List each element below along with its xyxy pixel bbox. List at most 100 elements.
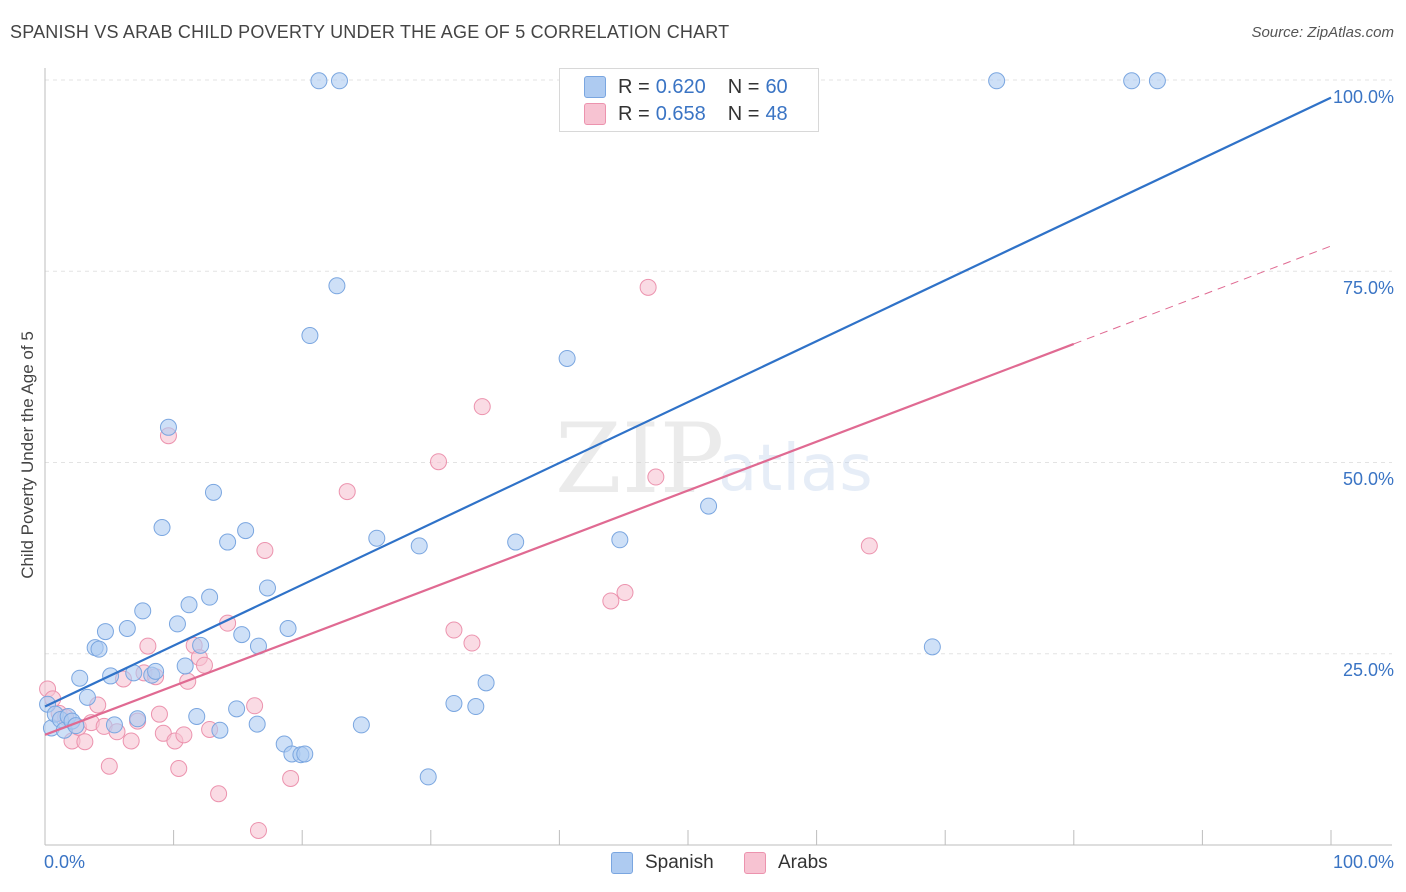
- arabs-points: [39, 278, 878, 839]
- arabs-point: [602, 592, 620, 610]
- legend-r-label: R =: [618, 102, 650, 125]
- spanish-point: [558, 349, 576, 367]
- spanish-point: [352, 716, 370, 734]
- bottom-legend: Spanish Arabs: [0, 852, 1406, 878]
- spanish-point: [923, 638, 941, 656]
- arabs-point: [338, 483, 356, 501]
- spanish-point: [96, 623, 114, 641]
- arabs-point: [210, 785, 228, 803]
- arabs-point: [100, 757, 118, 775]
- arabs-point: [647, 468, 665, 486]
- spanish-point: [410, 537, 428, 555]
- arabs-point: [282, 769, 300, 787]
- legend-row-spanish: R = 0.620 N = 60: [584, 75, 788, 99]
- arabs-point: [860, 537, 878, 555]
- arabs-point: [256, 541, 274, 559]
- spanish-point: [71, 669, 89, 687]
- arabs-trend-extension: [1073, 245, 1332, 345]
- spanish-point: [134, 602, 152, 620]
- arabs-point: [170, 760, 188, 777]
- arabs-swatch: [584, 103, 606, 125]
- spanish-point: [296, 745, 314, 763]
- spanish-point: [211, 721, 229, 739]
- y-tick-label: 50.0%: [1342, 469, 1394, 489]
- arabs-point: [473, 398, 491, 416]
- legend-label-spanish: Spanish: [645, 852, 714, 873]
- spanish-point: [188, 707, 206, 725]
- legend-n-label: N =: [727, 75, 760, 98]
- trend-lines: [44, 96, 1332, 736]
- spanish-point: [248, 715, 266, 733]
- spanish-point: [168, 615, 186, 633]
- legend-label-arabs: Arabs: [778, 852, 828, 873]
- arabs-point: [639, 278, 657, 296]
- spanish-point: [105, 716, 123, 734]
- spanish-swatch: [611, 852, 633, 874]
- y-tick-label: 75.0%: [1342, 278, 1394, 298]
- spanish-point: [129, 710, 147, 728]
- spanish-point: [192, 636, 210, 654]
- y-tick-label: 100.0%: [1332, 87, 1394, 107]
- arabs-point: [139, 637, 157, 655]
- arabs-point: [175, 726, 193, 744]
- arabs-point: [445, 621, 463, 639]
- legend-n-value: 60: [765, 75, 788, 98]
- spanish-point: [147, 662, 165, 680]
- legend-n-label: N =: [727, 102, 760, 125]
- spanish-point: [301, 327, 319, 345]
- x-tick-label: 0.0%: [44, 852, 86, 872]
- arabs-swatch: [744, 852, 766, 874]
- arabs-point: [246, 697, 264, 715]
- legend-item-arabs[interactable]: Arabs: [744, 852, 828, 874]
- spanish-point: [419, 768, 437, 786]
- spanish-point: [310, 72, 328, 90]
- spanish-point: [330, 72, 348, 90]
- spanish-point: [988, 72, 1006, 90]
- watermark-atlas: atlas: [718, 432, 873, 506]
- legend-box: R = 0.620 N = 60 R = 0.658 N = 48: [559, 68, 819, 132]
- spanish-point: [228, 700, 246, 718]
- spanish-swatch: [584, 76, 606, 98]
- axes: [44, 68, 1392, 846]
- spanish-points: [39, 72, 1166, 786]
- spanish-point: [159, 418, 177, 436]
- spanish-point: [1123, 72, 1141, 90]
- spanish-point: [507, 533, 525, 551]
- arabs-point: [463, 634, 481, 652]
- spanish-point: [1148, 72, 1166, 90]
- arabs-trend-line: [44, 342, 1075, 736]
- arabs-point: [616, 584, 634, 602]
- spanish-point: [700, 497, 718, 515]
- legend-row-arabs: R = 0.658 N = 48: [584, 102, 788, 126]
- spanish-point: [118, 620, 136, 638]
- spanish-point: [328, 277, 346, 295]
- spanish-point: [201, 588, 219, 606]
- arabs-point: [122, 732, 140, 750]
- spanish-point: [368, 529, 386, 547]
- spanish-point: [258, 579, 276, 597]
- spanish-point: [78, 688, 96, 706]
- spanish-point: [153, 519, 171, 537]
- arabs-point: [195, 656, 213, 674]
- legend-r-value: 0.658: [655, 102, 706, 125]
- spanish-point: [180, 596, 198, 614]
- gridlines: [45, 79, 1392, 655]
- chart-title: SPANISH VS ARAB CHILD POVERTY UNDER THE …: [10, 22, 730, 42]
- spanish-point: [477, 674, 495, 692]
- x-tick-label: 100.0%: [1332, 852, 1394, 872]
- spanish-point: [176, 657, 194, 675]
- y-tick-label: 25.0%: [1342, 660, 1394, 680]
- spanish-point: [445, 694, 463, 712]
- arabs-point: [249, 821, 267, 839]
- spanish-trend-line: [44, 96, 1332, 708]
- spanish-point: [237, 522, 255, 540]
- spanish-point: [467, 698, 485, 716]
- spanish-point: [90, 640, 108, 658]
- arabs-point: [150, 705, 168, 723]
- legend-item-spanish[interactable]: Spanish: [611, 852, 714, 874]
- spanish-point: [219, 533, 237, 551]
- arabs-point: [430, 453, 448, 471]
- legend-n-value: 48: [765, 102, 788, 125]
- source-credit: Source: ZipAtlas.com: [1251, 24, 1394, 41]
